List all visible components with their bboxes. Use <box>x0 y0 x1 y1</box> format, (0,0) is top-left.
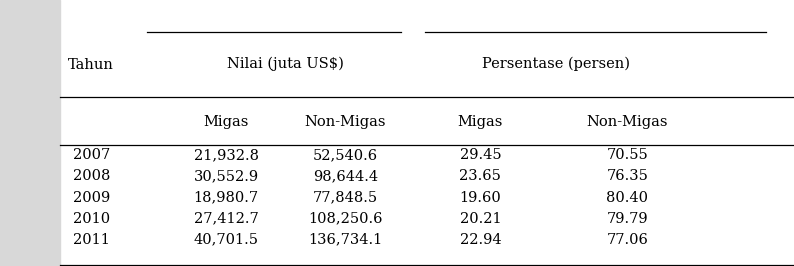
Text: 30,552.9: 30,552.9 <box>194 169 259 184</box>
Text: 22.94: 22.94 <box>460 232 501 247</box>
Text: 2011: 2011 <box>73 232 110 247</box>
Text: 108,250.6: 108,250.6 <box>308 211 383 226</box>
Text: Migas: Migas <box>203 115 249 129</box>
Text: Migas: Migas <box>457 115 503 129</box>
Text: 52,540.6: 52,540.6 <box>313 148 378 163</box>
Bar <box>0 0 60 266</box>
Text: 20.21: 20.21 <box>460 211 501 226</box>
Text: 29.45: 29.45 <box>460 148 501 163</box>
Text: 21,932.8: 21,932.8 <box>194 148 259 163</box>
Text: 23.65: 23.65 <box>460 169 501 184</box>
Text: Nilai (juta US$): Nilai (juta US$) <box>227 57 345 71</box>
Text: 27,412.7: 27,412.7 <box>194 211 259 226</box>
Text: 77.06: 77.06 <box>607 232 648 247</box>
Text: Non-Migas: Non-Migas <box>305 115 386 129</box>
Text: 2007: 2007 <box>73 148 110 163</box>
Text: 76.35: 76.35 <box>607 169 648 184</box>
Text: 79.79: 79.79 <box>607 211 648 226</box>
Text: 40,701.5: 40,701.5 <box>194 232 259 247</box>
Text: 70.55: 70.55 <box>607 148 648 163</box>
Text: Persentase (persen): Persentase (persen) <box>482 57 630 71</box>
Text: 18,980.7: 18,980.7 <box>194 190 259 205</box>
Text: 2010: 2010 <box>73 211 110 226</box>
Text: 19.60: 19.60 <box>460 190 501 205</box>
Text: Tahun: Tahun <box>68 57 114 72</box>
Text: 77,848.5: 77,848.5 <box>313 190 378 205</box>
Text: 98,644.4: 98,644.4 <box>313 169 378 184</box>
Text: 136,734.1: 136,734.1 <box>308 232 383 247</box>
Text: 2009: 2009 <box>73 190 110 205</box>
Text: 2008: 2008 <box>72 169 110 184</box>
Text: Non-Migas: Non-Migas <box>587 115 668 129</box>
Text: 80.40: 80.40 <box>607 190 648 205</box>
